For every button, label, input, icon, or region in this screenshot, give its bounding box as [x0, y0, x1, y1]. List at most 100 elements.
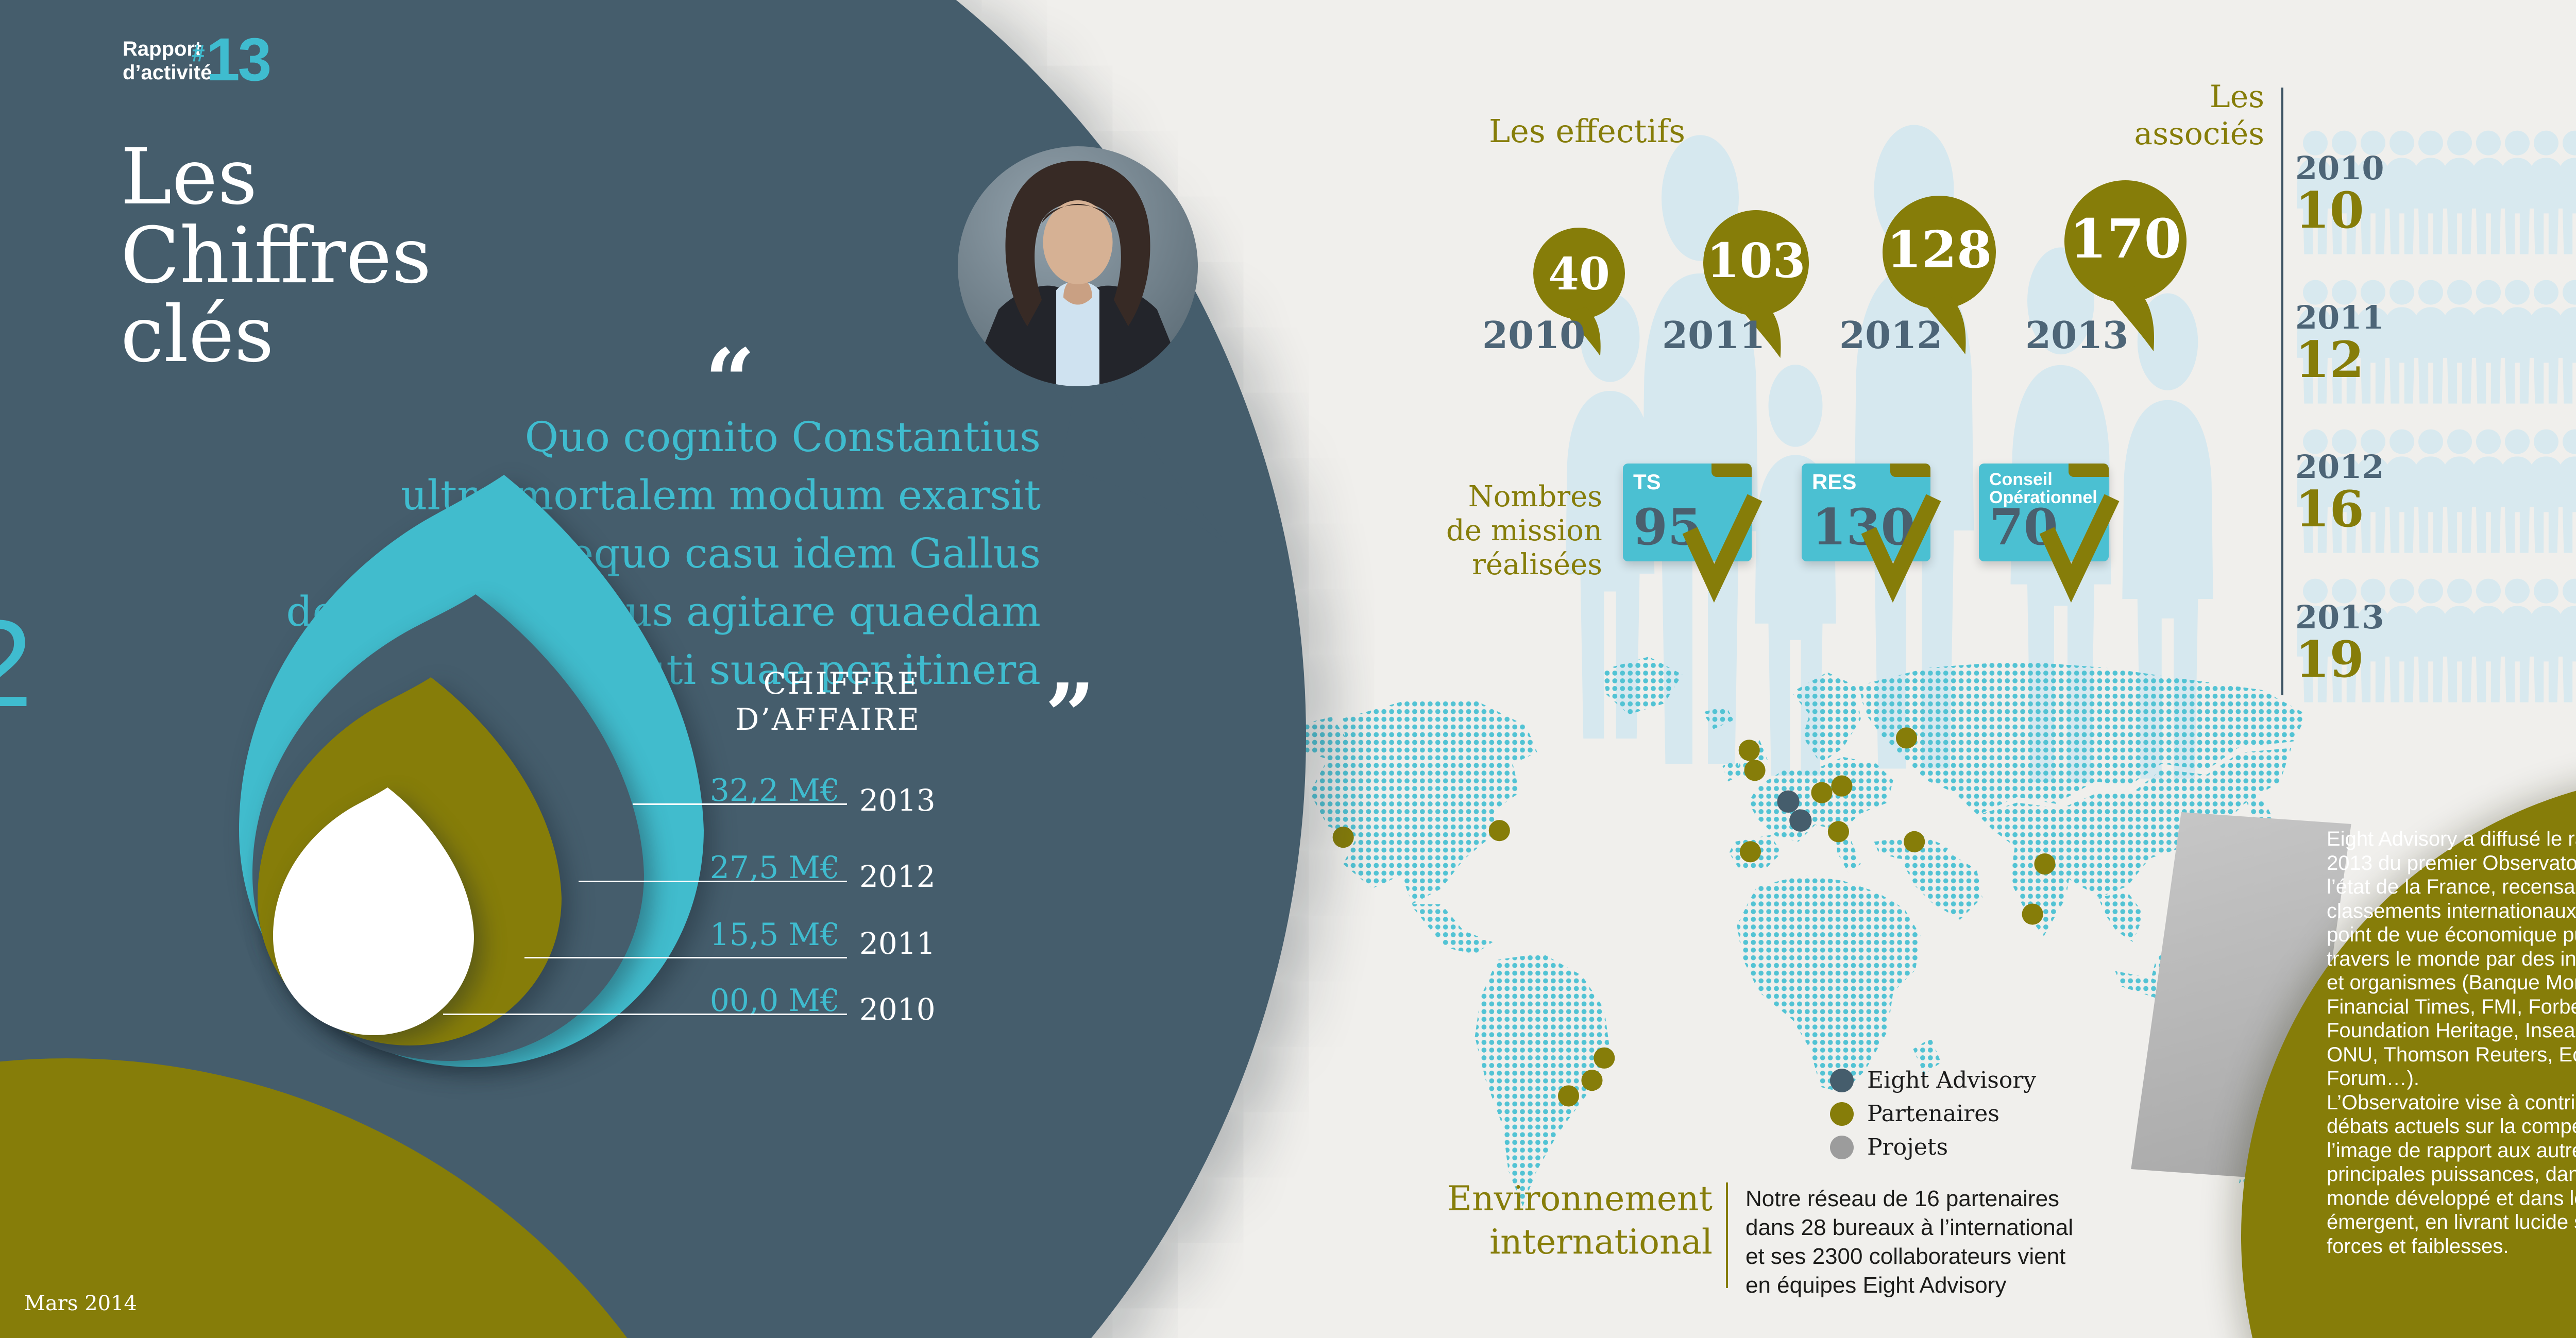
revenue-value: 32,2 M€: [709, 773, 840, 809]
map-madagascar: [1913, 1038, 1941, 1075]
revenue-title-line2: D’AFFAIRE: [735, 702, 921, 737]
associes-title: Les associés: [2134, 78, 2264, 152]
associes-rule: [2281, 88, 2283, 695]
missions-title-line2: de mission: [1446, 514, 1602, 547]
effectifs-pin-year: 2013: [2025, 313, 2129, 357]
associes-year: 2013: [2295, 598, 2384, 636]
masthead-hash: #: [192, 40, 205, 66]
folded-corner-icon: [1890, 464, 1930, 477]
associes-value: 16: [2295, 480, 2364, 538]
map-south-america: [1475, 953, 1610, 1207]
map-ireland: [1722, 760, 1742, 782]
map-india: [2010, 842, 2072, 937]
revenue-year: 2013: [859, 783, 936, 818]
page-title-line1: Les: [121, 132, 258, 222]
missions-title: Nombres de mission réalisées: [1446, 480, 1602, 582]
environment-text: Notre réseau de 16 partenaires dans 28 b…: [1745, 1186, 2074, 1298]
revenue-rule: [633, 803, 847, 805]
mission-card-value: 130: [1812, 498, 1916, 556]
photo-face: [1043, 200, 1113, 284]
masthead-report-line1: Rapport: [123, 38, 202, 60]
missions-title-line1: Nombres: [1468, 480, 1602, 513]
left-page-number: 2: [0, 592, 32, 734]
quote-open-mark: “: [705, 330, 755, 433]
legend-label: Partenaires: [1867, 1101, 1999, 1127]
mission-card-conseil: Conseil Opérationnel 70: [1979, 464, 2120, 603]
associes-year: 2011: [2295, 299, 2384, 336]
legend-item-projets: Projets: [1830, 1134, 2036, 1160]
environment-title-line2: international: [1489, 1222, 1713, 1262]
quote-close-mark: ”: [1045, 664, 1095, 767]
revenue-year: 2010: [859, 992, 936, 1027]
map-russia-asia: [1858, 661, 2307, 815]
map-markers-eight-advisory: [1777, 790, 1812, 832]
associes-value: 12: [2295, 331, 2364, 389]
map-scandinavia: [1791, 672, 1861, 764]
portrait-photo: [958, 146, 1198, 386]
associes-title-line2: associés: [2134, 116, 2264, 152]
environment-title: Environnement international: [1447, 1177, 1713, 1264]
map-indochina: [2098, 891, 2144, 942]
legend-label: Projets: [1867, 1134, 1948, 1160]
page-title-line3: clés: [121, 290, 274, 380]
effectifs-pin-value: 170: [2069, 207, 2182, 270]
legend-item-partenaires: Partenaires: [1830, 1101, 2036, 1127]
projets-dot-icon: [1830, 1135, 1854, 1159]
map-middle-east: [1903, 852, 1982, 920]
mission-card-label: Opérationnel: [1989, 488, 2097, 508]
environment-divider: [1726, 1182, 1728, 1288]
revenue-value: 00,0 M€: [709, 983, 840, 1019]
revenue-rule: [579, 881, 847, 882]
folded-corner-icon: [2069, 464, 2109, 477]
checkmark-icon: [1861, 494, 1941, 603]
mission-card-ts: TS 95: [1623, 464, 1762, 603]
effectifs-title: Les effectifs: [1489, 112, 1686, 150]
page-title-line2: Chiffres: [121, 211, 432, 301]
revenue-value: 27,5 M€: [709, 850, 840, 886]
date-label: Mars 2014: [24, 1292, 137, 1315]
photo-shirt: [1056, 281, 1099, 386]
map-africa: [1737, 875, 1921, 1093]
masthead-issue-number: 13: [206, 26, 272, 94]
associes-title-line1: Les: [2209, 79, 2264, 115]
map-iceland: [1702, 706, 1734, 729]
revenue-rule: [524, 957, 847, 958]
eight-advisory-dot-icon: [1830, 1068, 1854, 1092]
revenue-year: 2012: [859, 859, 936, 894]
map-legend: Eight Advisory Partenaires Projets: [1830, 1067, 2036, 1168]
checkmark-icon: [1682, 494, 1762, 603]
effectifs-pin-value: 40: [1548, 248, 1610, 300]
page-title: Les Chiffres clés: [121, 138, 431, 374]
mission-card-res: RES 130: [1802, 464, 1941, 603]
revenue-title: CHIFFRE D’AFFAIRE: [735, 665, 921, 737]
associes-value: 19: [2295, 630, 2364, 689]
observatory-text: Eight Advisory a diffusé le rapport 2013…: [2327, 828, 2576, 1258]
partenaires-dot-icon: [1830, 1102, 1854, 1126]
effectifs-pin-year: 2012: [1839, 313, 1943, 357]
associes-year: 2012: [2295, 448, 2384, 486]
legend-item-eight-advisory: Eight Advisory: [1830, 1067, 2036, 1093]
revenue-value: 15,5 M€: [709, 917, 840, 953]
mission-card-label: Conseil: [1989, 470, 2053, 489]
effectifs-pin-value: 103: [1706, 233, 1806, 288]
revenue-title-line1: CHIFFRE: [763, 666, 921, 701]
legend-label: Eight Advisory: [1867, 1067, 2037, 1093]
associes-year: 2010: [2295, 149, 2384, 187]
photo-hair: [1005, 160, 1150, 327]
map-greenland: [1602, 656, 1683, 715]
mission-card-label: TS: [1633, 470, 1661, 494]
effectifs-pin-value: 128: [1886, 220, 1992, 280]
associes-value: 10: [2295, 181, 2364, 239]
revenue-year: 2011: [859, 926, 936, 961]
checkmark-icon: [2039, 494, 2120, 603]
revenue-rule: [443, 1014, 847, 1015]
map-north-america: [1276, 701, 1537, 904]
logo-drop-white: [273, 787, 474, 1035]
folded-corner-icon: [1711, 464, 1752, 477]
mission-card-label: RES: [1812, 470, 1857, 494]
missions-title-line3: réalisées: [1472, 548, 1602, 581]
effectifs-pin-year: 2010: [1482, 313, 1586, 357]
masthead: Rapport d’activité: [123, 37, 212, 84]
environment-title-line1: Environnement: [1447, 1179, 1713, 1219]
